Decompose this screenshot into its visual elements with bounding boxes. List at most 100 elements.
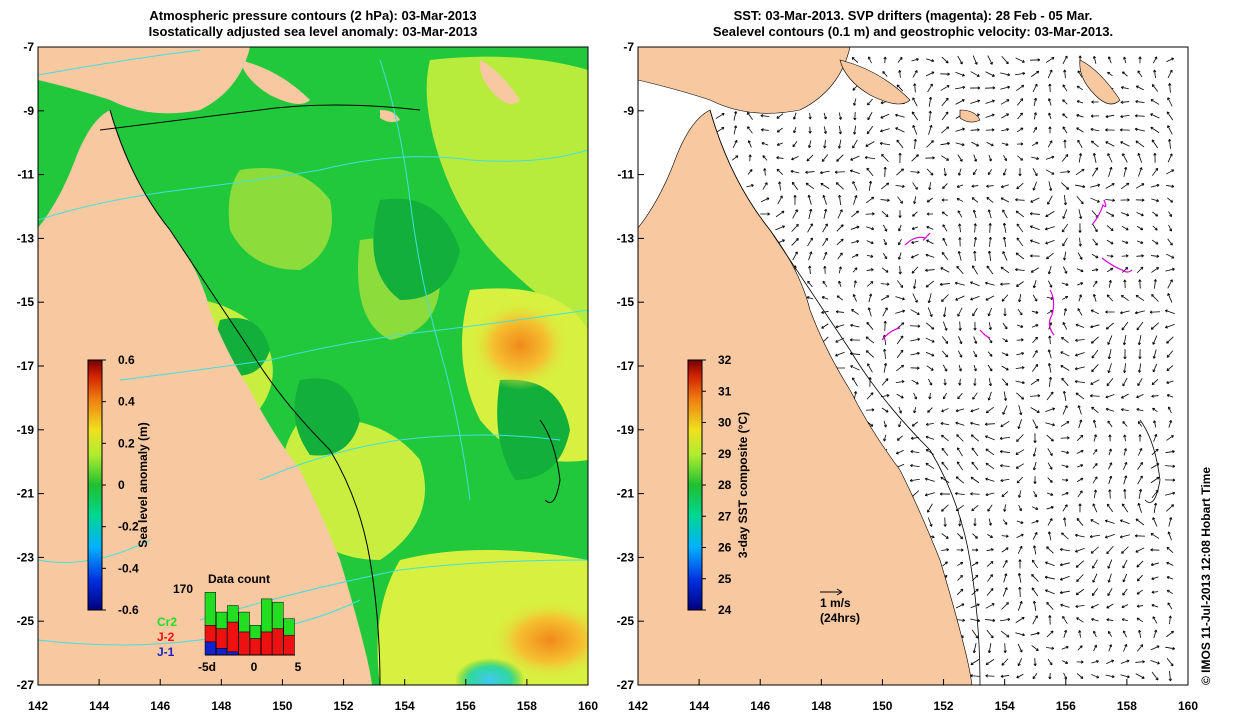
right-colorbar-label: 3-day SST composite (°C) [736, 412, 750, 558]
colorbar-tick-label: 29 [718, 447, 732, 461]
y-tick-label: -27 [17, 678, 35, 692]
colorbar-tick-label: 25 [718, 572, 732, 586]
x-tick-label: 156 [456, 699, 476, 713]
x-tick-label: 150 [872, 699, 892, 713]
y-tick-label: -21 [17, 487, 35, 501]
y-tick-label: -17 [617, 359, 635, 373]
x-tick-label: 144 [89, 699, 109, 713]
left-title-line2: Isostatically adjusted sea level anomaly… [149, 24, 478, 39]
y-tick-label: -9 [23, 104, 34, 118]
histogram-bar-segment [204, 641, 216, 656]
x-tick-label: 142 [628, 699, 648, 713]
left-colorbar-ramp [87, 359, 103, 611]
histogram-bar-segment [261, 598, 273, 633]
y-tick-label: -15 [617, 295, 635, 309]
left-colorbar-label: Sea level anomaly (m) [136, 422, 150, 547]
histogram-bar-segment [261, 631, 273, 656]
colorbar-tick-label: 0.4 [118, 395, 135, 409]
left-colorbar: 0.6 0.4 0.2 0 -0.2 -0.4 -0.6 Sea level anomaly… [87, 353, 150, 617]
y-tick-label: -17 [17, 359, 35, 373]
y-tick-label: -7 [23, 40, 34, 54]
colorbar-tick-label: -0.4 [118, 561, 139, 575]
histogram-bar-segment [272, 628, 284, 656]
histogram-bar-segment [216, 611, 228, 629]
histogram-title: Data count [208, 572, 270, 586]
colorbar-tick-label: 0.6 [118, 353, 135, 367]
x-tick-label: 156 [1056, 699, 1076, 713]
y-tick-label: -11 [617, 168, 634, 182]
colorbar-tick-label: 28 [718, 478, 732, 492]
right-map: SST: 03-Mar-2013. SVP drifters (magenta)… [637, 8, 1189, 686]
histogram-x-tick-mid: 0 [251, 660, 258, 674]
x-tick-label: 154 [995, 699, 1015, 713]
legend-j1: J-1 [157, 645, 175, 659]
colorbar-tick-label: 0.2 [118, 436, 135, 450]
colorbar-tick-label: 24 [718, 603, 732, 617]
x-tick-label: 142 [28, 699, 48, 713]
colorbar-tick-label: -0.2 [118, 520, 139, 534]
histogram-bar-segment [283, 618, 295, 636]
histogram-bar-segment [238, 611, 250, 633]
legend-j2: J-2 [157, 630, 175, 644]
colorbar-tick-label: 31 [718, 384, 732, 398]
y-tick-label: -27 [617, 678, 635, 692]
histogram-bar-segment [216, 628, 228, 649]
colorbar-tick-label: 27 [718, 509, 732, 523]
x-tick-label: 154 [395, 699, 415, 713]
scale-arrow-period: (24hrs) [820, 611, 860, 625]
colorbar-tick-label: -0.6 [118, 603, 139, 617]
colorbar-tick-label: 32 [718, 353, 732, 367]
right-title-line2: Sealevel contours (0.1 m) and geostrophi… [713, 24, 1113, 39]
x-tick-label: 152 [934, 699, 954, 713]
histogram-bar-segment [227, 605, 239, 623]
left-title-line1: Atmospheric pressure contours (2 hPa): 0… [149, 8, 476, 23]
velocity-scale: 1 m/s (24hrs) [820, 588, 860, 625]
y-tick-label: -13 [17, 231, 35, 245]
x-tick-label: 160 [1178, 699, 1198, 713]
right-title-line1: SST: 03-Mar-2013. SVP drifters (magenta)… [734, 8, 1093, 23]
y-tick-label: -11 [17, 168, 34, 182]
y-tick-label: -15 [17, 295, 35, 309]
y-tick-label: -9 [623, 104, 634, 118]
y-tick-label: -7 [623, 40, 634, 54]
left-map: Atmospheric pressure contours (2 hPa): 0… [37, 8, 589, 686]
right-colorbar: 32 31 30 29 28 27 26 25 24 3-day SST composite (… [687, 353, 750, 617]
axis-ticks: -7 -9 -11 -13 -15 -17 -19 -21 -23 -25 -27 142 144 146… [17, 40, 1199, 713]
x-tick-label: 148 [211, 699, 231, 713]
right-map-field [638, 47, 1188, 685]
x-tick-label: 152 [334, 699, 354, 713]
left-map-field [38, 47, 588, 685]
x-tick-label: 146 [750, 699, 770, 713]
y-tick-label: -19 [617, 423, 635, 437]
histogram-bar-segment [249, 638, 261, 656]
histogram-bar-segment [272, 601, 284, 629]
x-tick-label: 158 [1117, 699, 1137, 713]
x-tick-label: 158 [517, 699, 537, 713]
y-tick-label: -13 [617, 231, 635, 245]
x-tick-label: 150 [272, 699, 292, 713]
drifter-tracks [881, 199, 1133, 341]
x-tick-label: 146 [150, 699, 170, 713]
y-tick-label: -23 [17, 550, 35, 564]
histogram-bar-segment [249, 625, 261, 639]
x-tick-label: 160 [578, 699, 598, 713]
scale-arrow-speed: 1 m/s [820, 596, 851, 610]
histogram-x-tick-end: 5 [295, 660, 302, 674]
colorbar-tick-label: 30 [718, 416, 732, 430]
histogram-max-label: 170 [173, 582, 193, 596]
histogram-bar-segment [227, 621, 239, 652]
x-tick-label: 144 [689, 699, 709, 713]
legend-cr2: Cr2 [157, 615, 177, 629]
histogram-bar-segment [238, 631, 250, 656]
y-tick-label: -19 [17, 423, 35, 437]
x-tick-label: 148 [811, 699, 831, 713]
data-count-histogram: Data count 170 -5d 0 5 Cr2 J-2 J-1 [157, 572, 302, 674]
histogram-bar-segment [204, 592, 216, 626]
y-tick-label: -25 [17, 614, 35, 628]
y-tick-label: -25 [617, 614, 635, 628]
y-tick-label: -21 [617, 487, 635, 501]
colorbar-tick-label: 26 [718, 541, 732, 555]
y-tick-label: -23 [617, 550, 635, 564]
histogram-x-tick-start: -5d [198, 660, 216, 674]
